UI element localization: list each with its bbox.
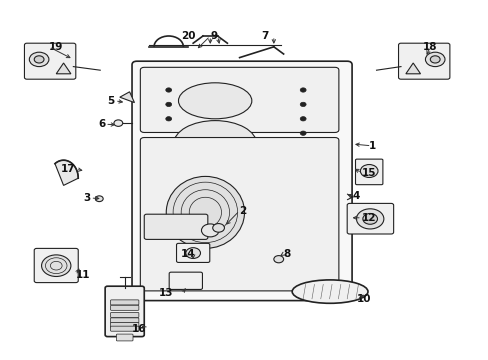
- Circle shape: [300, 117, 305, 121]
- Circle shape: [41, 255, 71, 276]
- Circle shape: [201, 224, 219, 237]
- Text: 10: 10: [356, 294, 371, 304]
- FancyBboxPatch shape: [116, 334, 133, 341]
- FancyBboxPatch shape: [140, 67, 338, 132]
- Ellipse shape: [166, 176, 244, 248]
- Circle shape: [34, 56, 44, 63]
- FancyBboxPatch shape: [346, 203, 393, 234]
- Circle shape: [273, 256, 283, 263]
- Text: 2: 2: [239, 206, 246, 216]
- Circle shape: [114, 120, 122, 126]
- FancyBboxPatch shape: [398, 43, 449, 79]
- Text: 16: 16: [132, 324, 146, 334]
- Circle shape: [300, 102, 305, 107]
- FancyBboxPatch shape: [110, 326, 139, 331]
- Circle shape: [300, 88, 305, 92]
- Text: 14: 14: [181, 249, 195, 259]
- FancyBboxPatch shape: [24, 43, 76, 79]
- Text: 20: 20: [181, 31, 195, 41]
- Text: 18: 18: [422, 42, 437, 52]
- Text: 3: 3: [83, 193, 90, 203]
- Polygon shape: [405, 63, 420, 74]
- FancyBboxPatch shape: [169, 272, 202, 289]
- Circle shape: [185, 248, 200, 258]
- Ellipse shape: [291, 280, 367, 303]
- Polygon shape: [120, 92, 134, 103]
- FancyBboxPatch shape: [34, 248, 78, 283]
- Text: 13: 13: [159, 288, 173, 298]
- Circle shape: [360, 165, 377, 177]
- Text: 5: 5: [107, 96, 115, 106]
- FancyBboxPatch shape: [132, 61, 351, 301]
- FancyBboxPatch shape: [140, 138, 338, 291]
- Circle shape: [212, 224, 224, 232]
- FancyBboxPatch shape: [110, 318, 139, 323]
- Ellipse shape: [173, 121, 256, 167]
- FancyBboxPatch shape: [144, 214, 207, 239]
- Circle shape: [425, 52, 444, 67]
- Text: 6: 6: [98, 119, 105, 129]
- Text: 15: 15: [361, 168, 376, 178]
- FancyBboxPatch shape: [355, 159, 382, 185]
- Text: 17: 17: [61, 164, 76, 174]
- Text: 9: 9: [210, 31, 217, 41]
- Ellipse shape: [178, 83, 251, 119]
- Circle shape: [356, 209, 383, 229]
- FancyBboxPatch shape: [110, 305, 139, 310]
- Circle shape: [165, 88, 171, 92]
- Circle shape: [29, 52, 49, 67]
- Text: 19: 19: [49, 42, 63, 52]
- FancyBboxPatch shape: [110, 323, 139, 328]
- Text: 11: 11: [76, 270, 90, 280]
- Text: 7: 7: [261, 31, 268, 41]
- Circle shape: [300, 131, 305, 135]
- Circle shape: [165, 117, 171, 121]
- Circle shape: [429, 56, 439, 63]
- FancyBboxPatch shape: [105, 286, 144, 337]
- Text: 4: 4: [351, 191, 359, 201]
- Polygon shape: [55, 160, 78, 185]
- FancyBboxPatch shape: [176, 243, 209, 262]
- Text: 12: 12: [361, 213, 376, 223]
- Text: 1: 1: [368, 141, 376, 151]
- FancyBboxPatch shape: [110, 300, 139, 305]
- FancyBboxPatch shape: [110, 312, 139, 318]
- Circle shape: [362, 213, 377, 224]
- Circle shape: [95, 196, 103, 202]
- Text: 8: 8: [283, 249, 290, 259]
- Circle shape: [165, 102, 171, 107]
- Polygon shape: [56, 63, 71, 74]
